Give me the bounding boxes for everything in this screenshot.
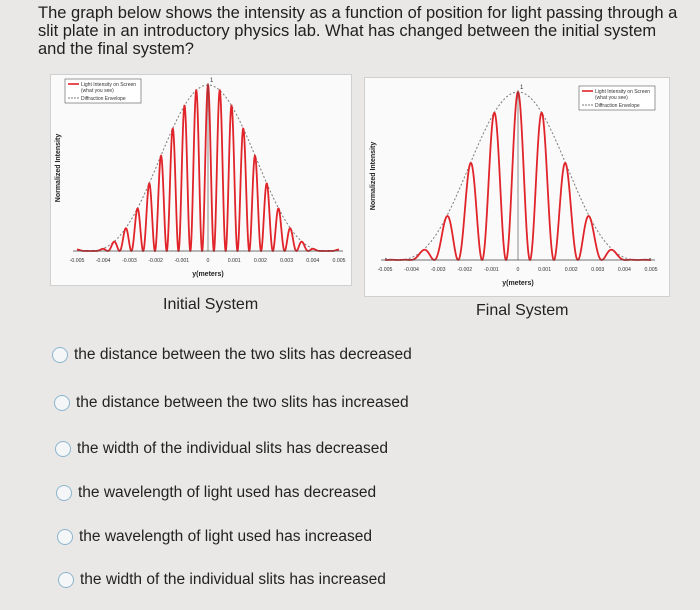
x-tick-label: -0.005 xyxy=(378,267,393,273)
option-label: the width of the individual slits has de… xyxy=(77,440,389,457)
y-axis-label: Normalized Intensity xyxy=(55,134,62,203)
initial-chart-svg: -0.005 -0.004 -0.003 -0.002 -0.001 0 0.001 0.00… xyxy=(55,78,346,278)
x-tick-label: 0.004 xyxy=(618,267,631,273)
peak-label: 1 xyxy=(520,85,524,91)
x-tick-label: 0.002 xyxy=(254,258,267,264)
x-tick-label: 0.004 xyxy=(306,258,319,264)
x-tick-label: 0 xyxy=(517,267,520,273)
x-tick-label: -0.003 xyxy=(431,267,446,273)
option-label: the wavelength of light used has increas… xyxy=(79,528,372,545)
x-tick-label: 0.003 xyxy=(591,267,604,273)
x-tick-label: 0.001 xyxy=(538,267,551,273)
x-tick-label: 0.005 xyxy=(333,258,346,264)
legend-box xyxy=(64,78,142,104)
final-system-caption: Final System xyxy=(476,302,569,319)
x-tick-label: -0.002 xyxy=(457,267,472,273)
option-slit-distance-increased[interactable]: the distance between the two slits has i… xyxy=(54,394,409,412)
x-tick-label: 0.002 xyxy=(565,267,578,273)
diffraction-envelope-line xyxy=(76,84,340,252)
initial-system-caption: Initial System xyxy=(163,296,259,313)
radio-button[interactable] xyxy=(52,347,68,363)
radio-button[interactable] xyxy=(56,485,72,501)
initial-system-graph: -0.005 -0.004 -0.003 -0.002 -0.001 0 0.001 0.00… xyxy=(50,74,352,286)
chart-legend: Light Intensity on Screen(what you see) D… xyxy=(578,85,656,111)
x-tick-label: -0.001 xyxy=(174,258,189,264)
option-label: the wavelength of light used has decreas… xyxy=(78,484,377,501)
legend-entry-envelope: Diffraction Envelope xyxy=(595,103,640,109)
x-tick-label: 0.003 xyxy=(280,258,293,264)
x-tick-label: -0.001 xyxy=(484,267,499,273)
x-tick-label: 0 xyxy=(207,258,210,264)
legend-entry-note: (what you see) xyxy=(81,88,114,94)
final-chart-svg: -0.005 -0.004 -0.003 -0.002 -0.001 0 0.001 0.00… xyxy=(370,85,658,287)
option-label: the width of the individual slits has in… xyxy=(80,571,386,588)
question-text: The graph below shows the intensity as a… xyxy=(38,4,678,58)
option-label: the distance between the two slits has d… xyxy=(74,346,412,363)
radio-button[interactable] xyxy=(57,529,73,545)
legend-entry-envelope: Diffraction Envelope xyxy=(81,96,126,102)
legend-box xyxy=(578,85,656,111)
option-slit-width-increased[interactable]: the width of the individual slits has in… xyxy=(58,571,386,589)
x-tick-label: -0.005 xyxy=(70,258,85,264)
x-tick-label: 0.001 xyxy=(228,258,241,264)
radio-button[interactable] xyxy=(54,395,70,411)
peak-label: 1 xyxy=(210,78,214,84)
option-slit-distance-decreased[interactable]: the distance between the two slits has d… xyxy=(52,346,412,364)
x-tick-label: -0.003 xyxy=(122,258,137,264)
x-tick-label: -0.002 xyxy=(148,258,163,264)
y-axis-label: Normalized Intensity xyxy=(370,142,377,211)
chart-legend: Light Intensity on Screen(what you see) D… xyxy=(64,78,142,104)
final-system-graph: -0.005 -0.004 -0.003 -0.002 -0.001 0 0.001 0.00… xyxy=(364,77,670,297)
radio-button[interactable] xyxy=(58,572,74,588)
radio-button[interactable] xyxy=(55,441,71,457)
option-wavelength-increased[interactable]: the wavelength of light used has increas… xyxy=(57,528,372,546)
x-axis-label: y(meters) xyxy=(502,280,534,287)
x-tick-label: -0.004 xyxy=(96,258,111,264)
option-label: the distance between the two slits has i… xyxy=(76,394,409,411)
x-axis-label: y(meters) xyxy=(192,271,224,278)
x-tick-label: -0.004 xyxy=(404,267,419,273)
legend-entry-note: (what you see) xyxy=(595,95,628,101)
x-tick-label: 0.005 xyxy=(645,267,658,273)
option-slit-width-decreased[interactable]: the width of the individual slits has de… xyxy=(55,440,388,458)
option-wavelength-decreased[interactable]: the wavelength of light used has decreas… xyxy=(56,484,376,502)
legend-entry-intensity: Light Intensity on Screen xyxy=(595,89,650,95)
legend-entry-intensity: Light Intensity on Screen xyxy=(81,82,136,88)
